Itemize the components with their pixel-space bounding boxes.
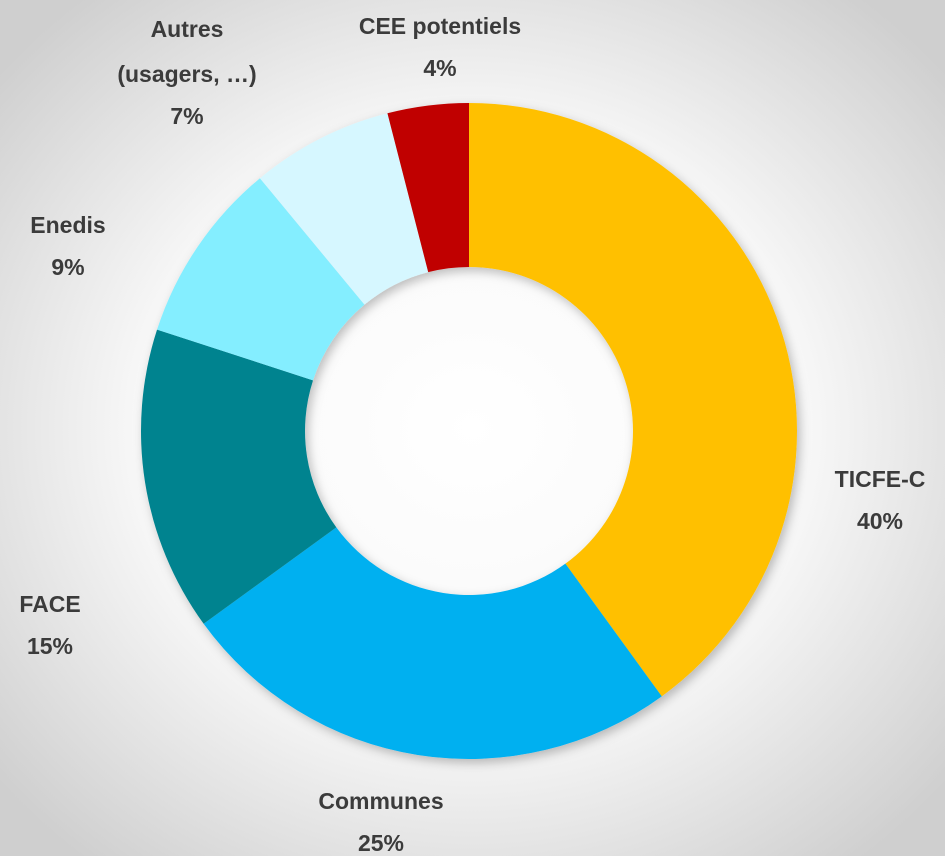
donut <box>140 103 797 759</box>
donut-slice <box>387 103 469 273</box>
data-label: Communes 25% <box>318 788 443 856</box>
category-label: Autres (usagers, …) <box>117 16 256 87</box>
value-label: 25% <box>358 830 404 856</box>
value-label: 15% <box>27 633 73 659</box>
category-label: FACE <box>19 591 80 617</box>
donut-slice <box>469 103 797 697</box>
data-label: CEE potentiels 4% <box>359 13 521 81</box>
category-label: Enedis <box>30 212 105 238</box>
category-label: CEE potentiels <box>359 13 521 39</box>
donut-slice <box>259 113 429 305</box>
donut-slice <box>157 178 365 381</box>
category-label: Communes <box>318 788 443 814</box>
value-label: 40% <box>857 508 903 534</box>
data-label: Autres (usagers, …) 7% <box>117 16 256 129</box>
data-label: FACE 15% <box>19 591 80 659</box>
donut-slice <box>140 329 337 624</box>
value-label: 7% <box>170 103 203 129</box>
donut-slice <box>203 527 662 759</box>
data-label: Enedis 9% <box>30 212 105 280</box>
category-label-line: Autres <box>151 16 224 42</box>
data-label: TICFE-C 40% <box>835 466 926 534</box>
value-label: 4% <box>423 55 456 81</box>
category-label-line: (usagers, …) <box>117 61 256 87</box>
value-label: 9% <box>51 254 84 280</box>
category-label: TICFE-C <box>835 466 926 492</box>
